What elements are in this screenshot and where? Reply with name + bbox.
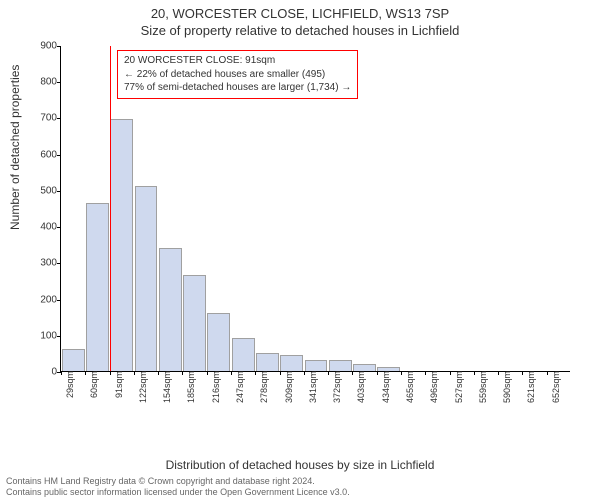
- y-tick-mark: [57, 300, 61, 301]
- x-tick-mark: [280, 371, 281, 375]
- x-axis-label: Distribution of detached houses by size …: [0, 458, 600, 472]
- x-tick-label: 278sqm: [257, 371, 269, 403]
- x-tick-mark: [110, 371, 111, 375]
- annotation-box: 20 WORCESTER CLOSE: 91sqm← 22% of detach…: [117, 50, 358, 99]
- highlight-marker-line: [110, 46, 111, 371]
- x-tick-label: 652sqm: [549, 371, 561, 403]
- y-tick-label: 300: [25, 258, 57, 269]
- x-tick-label: 247sqm: [233, 371, 245, 403]
- y-tick-mark: [57, 191, 61, 192]
- x-tick-label: 621sqm: [524, 371, 536, 403]
- histogram-bar: [110, 119, 133, 371]
- x-tick-label: 590sqm: [500, 371, 512, 403]
- y-axis-label: Number of detached properties: [8, 65, 22, 230]
- y-tick-label: 900: [25, 41, 57, 52]
- histogram-bar: [183, 275, 206, 371]
- x-tick-mark: [134, 371, 135, 375]
- y-tick-label: 400: [25, 222, 57, 233]
- annotation-line: 20 WORCESTER CLOSE: 91sqm: [124, 54, 351, 68]
- x-tick-label: 527sqm: [452, 371, 464, 403]
- x-tick-mark: [547, 371, 548, 375]
- x-tick-mark: [304, 371, 305, 375]
- histogram-bar: [207, 313, 230, 371]
- x-tick-label: 496sqm: [427, 371, 439, 403]
- page-title-address: 20, WORCESTER CLOSE, LICHFIELD, WS13 7SP: [0, 0, 600, 21]
- x-tick-label: 29sqm: [63, 371, 75, 398]
- y-tick-label: 0: [25, 367, 57, 378]
- y-tick-mark: [57, 336, 61, 337]
- y-tick-label: 600: [25, 149, 57, 160]
- x-tick-label: 559sqm: [476, 371, 488, 403]
- histogram-bar: [86, 203, 109, 371]
- x-tick-mark: [61, 371, 62, 375]
- x-tick-mark: [474, 371, 475, 375]
- histogram-bar: [256, 353, 279, 371]
- x-tick-label: 154sqm: [160, 371, 172, 403]
- x-tick-label: 309sqm: [282, 371, 294, 403]
- x-tick-label: 91sqm: [112, 371, 124, 398]
- x-tick-label: 434sqm: [379, 371, 391, 403]
- histogram-bar: [329, 360, 352, 371]
- histogram-bar: [353, 364, 376, 371]
- x-tick-mark: [231, 371, 232, 375]
- y-tick-label: 100: [25, 330, 57, 341]
- y-tick-mark: [57, 263, 61, 264]
- y-tick-label: 500: [25, 185, 57, 196]
- x-tick-mark: [498, 371, 499, 375]
- histogram-bar: [305, 360, 328, 371]
- x-tick-label: 372sqm: [330, 371, 342, 403]
- x-tick-label: 216sqm: [209, 371, 221, 403]
- chart-container: 010020030040050060070080090029sqm60sqm91…: [60, 46, 570, 426]
- x-tick-label: 341sqm: [306, 371, 318, 403]
- histogram-bar: [280, 355, 303, 371]
- footer-line: Contains HM Land Registry data © Crown c…: [6, 476, 350, 487]
- x-tick-label: 60sqm: [87, 371, 99, 398]
- histogram-bar: [62, 349, 85, 371]
- y-tick-mark: [57, 118, 61, 119]
- x-tick-label: 403sqm: [354, 371, 366, 403]
- y-tick-mark: [57, 82, 61, 83]
- y-tick-mark: [57, 46, 61, 47]
- y-tick-label: 200: [25, 294, 57, 305]
- x-tick-mark: [158, 371, 159, 375]
- y-tick-mark: [57, 227, 61, 228]
- x-tick-label: 122sqm: [136, 371, 148, 403]
- y-tick-label: 800: [25, 77, 57, 88]
- x-tick-mark: [401, 371, 402, 375]
- x-tick-mark: [450, 371, 451, 375]
- page-subtitle: Size of property relative to detached ho…: [0, 21, 600, 38]
- footer-attribution: Contains HM Land Registry data © Crown c…: [6, 476, 350, 499]
- x-tick-label: 185sqm: [184, 371, 196, 403]
- histogram-bar: [159, 248, 182, 371]
- histogram-bar: [232, 338, 255, 371]
- plot-area: 010020030040050060070080090029sqm60sqm91…: [60, 46, 570, 372]
- y-tick-mark: [57, 155, 61, 156]
- histogram-bar: [135, 186, 158, 371]
- annotation-line: ← 22% of detached houses are smaller (49…: [124, 68, 351, 82]
- x-tick-mark: [328, 371, 329, 375]
- x-tick-label: 465sqm: [403, 371, 415, 403]
- annotation-line: 77% of semi-detached houses are larger (…: [124, 81, 351, 95]
- x-tick-mark: [377, 371, 378, 375]
- x-tick-mark: [207, 371, 208, 375]
- footer-line: Contains public sector information licen…: [6, 487, 350, 498]
- y-tick-label: 700: [25, 113, 57, 124]
